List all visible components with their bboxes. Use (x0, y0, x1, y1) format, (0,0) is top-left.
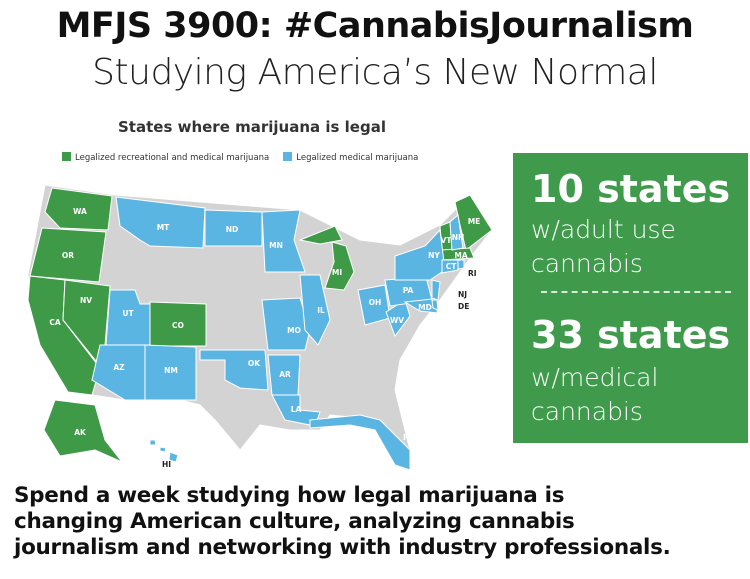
svg-text:RI: RI (468, 269, 477, 278)
state-MO (261, 297, 311, 351)
svg-text:MI: MI (332, 268, 342, 277)
page-subtitle: Studying America’s New Normal (92, 52, 658, 93)
svg-text:NM: NM (164, 366, 178, 375)
state-LA (271, 394, 321, 427)
svg-text:ND: ND (226, 225, 239, 234)
adult-use-line2: cannabis (531, 249, 643, 278)
adult-use-count: 10 states (531, 167, 731, 211)
state-IL (299, 274, 331, 346)
svg-text:NH: NH (452, 233, 465, 242)
legend-swatch-green (62, 152, 71, 161)
svg-text:LA: LA (291, 405, 302, 414)
state-MI (324, 241, 355, 291)
svg-text:CT: CT (446, 262, 458, 271)
state-OK (199, 349, 269, 391)
state-HI-big-island (168, 451, 179, 463)
medical-line1: w/medical (531, 363, 659, 392)
state-CT (441, 259, 459, 274)
svg-text:OH: OH (369, 298, 382, 307)
state-DE (431, 299, 439, 311)
state-HI-island (159, 446, 167, 453)
state-NJ (431, 279, 441, 301)
svg-text:HI: HI (162, 460, 171, 469)
legend-label: Legalized medical marijuana (296, 153, 419, 163)
medical-line2: cannabis (531, 397, 643, 426)
svg-text:VT: VT (441, 236, 453, 245)
legend-item-medical: Legalized medical marijuana (283, 152, 418, 163)
page-title: MFJS 3900: #CannabisJournalism (56, 6, 694, 46)
state-NH (449, 214, 464, 251)
svg-text:AZ: AZ (113, 363, 125, 372)
svg-text:ME: ME (468, 217, 481, 226)
state-NM (144, 344, 197, 401)
svg-text:UT: UT (122, 309, 134, 318)
state-MT (115, 196, 206, 249)
legend-label: Legalized recreational and medical marij… (75, 153, 270, 163)
legend-swatch-blue (283, 152, 293, 161)
state-FL (309, 414, 411, 471)
course-description: Spend a week studying how legal marijuan… (14, 483, 671, 561)
svg-text:AK: AK (74, 428, 87, 437)
map-legend: Legalized recreational and medical marij… (62, 152, 418, 163)
svg-text:NY: NY (428, 251, 440, 260)
description-line: Spend a week studying how legal marijuan… (14, 483, 565, 508)
state-WA (44, 187, 113, 231)
state-MD (403, 298, 439, 314)
state-ND (204, 209, 263, 247)
medical-count: 33 states (531, 313, 731, 357)
stats-box: 10 states w/adult use cannabis 33 states… (513, 153, 748, 443)
us-map: WA OR CA NV CO MI MT ND MN UT AZ NM OK AR LA MO IL O… (27, 184, 493, 472)
svg-text:WA: WA (73, 207, 87, 216)
svg-text:NJ: NJ (458, 290, 467, 299)
svg-text:DE: DE (458, 302, 469, 311)
svg-text:PA: PA (403, 286, 414, 295)
svg-text:IL: IL (317, 306, 325, 315)
svg-text:WV: WV (390, 316, 404, 325)
svg-text:CO: CO (172, 321, 184, 330)
svg-text:CA: CA (49, 318, 61, 327)
svg-text:OK: OK (248, 359, 261, 368)
state-RI (457, 259, 465, 270)
svg-text:MN: MN (269, 241, 283, 250)
svg-text:OR: OR (62, 251, 74, 260)
svg-text:FL: FL (403, 433, 413, 442)
adult-use-line1: w/adult use (531, 215, 676, 244)
state-MN (261, 209, 306, 273)
state-AK (43, 399, 123, 463)
svg-text:MO: MO (287, 326, 301, 335)
description-line: changing American culture, analyzing can… (14, 509, 575, 534)
svg-text:AR: AR (279, 370, 291, 379)
state-AZ (91, 344, 146, 401)
map-title: States where marijuana is legal (118, 118, 386, 136)
svg-text:NV: NV (80, 296, 92, 305)
description-line: journalism and networking with industry … (14, 535, 671, 560)
legend-item-recreational: Legalized recreational and medical marij… (62, 152, 269, 163)
state-MI-upper (298, 225, 343, 245)
state-HI (149, 439, 157, 446)
state-OR (29, 227, 107, 283)
svg-text:MD: MD (418, 303, 432, 312)
svg-text:MA: MA (454, 251, 467, 260)
state-labels: WA OR CA NV CO MI MT ND MN UT AZ NM OK AR LA MO IL O… (49, 207, 480, 469)
divider (541, 291, 731, 293)
svg-text:MT: MT (157, 223, 170, 232)
